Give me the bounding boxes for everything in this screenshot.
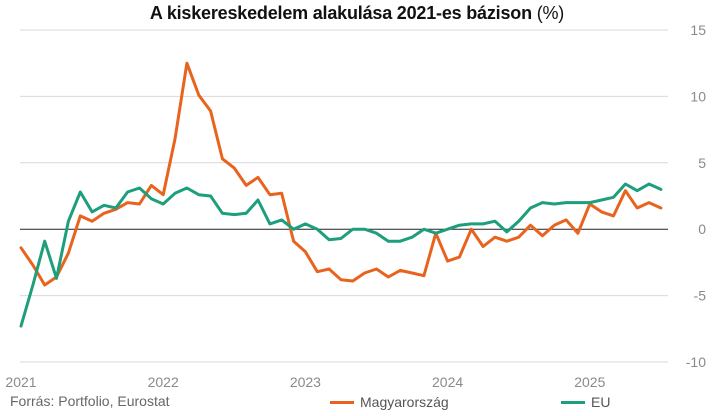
x-tick-label: 2022: [148, 374, 179, 390]
chart-title-main: A kiskereskedelem alakulása 2021-es bázi…: [149, 3, 532, 23]
y-tick-label: 10: [690, 88, 706, 104]
y-tick-label: 0: [698, 221, 706, 237]
source-note: Forrás: Portfolio, Eurostat: [10, 393, 170, 409]
legend-item-eu[interactable]: EU: [561, 394, 610, 410]
chart-title: A kiskereskedelem alakulása 2021-es bázi…: [0, 3, 714, 24]
series-line-hungary: [19, 61, 663, 287]
legend-label-hungary: Magyarország: [360, 394, 449, 410]
y-tick-label: 5: [698, 155, 706, 171]
x-tick-label: 2025: [574, 374, 605, 390]
legend-label-eu: EU: [591, 394, 611, 410]
y-tick-label: -5: [694, 288, 707, 304]
y-tick-label: 15: [690, 22, 706, 38]
series-line-eu: [19, 182, 663, 328]
legend-swatch-hungary: [330, 400, 354, 404]
x-tick-label: 2021: [5, 374, 36, 390]
chart-title-unit: (%): [536, 3, 565, 23]
y-tick-label: -10: [686, 354, 706, 370]
x-tick-label: 2023: [290, 374, 321, 390]
x-tick-label: 2024: [432, 374, 463, 390]
legend-item-hungary[interactable]: Magyarország: [330, 394, 449, 410]
legend-swatch-eu: [561, 400, 585, 404]
